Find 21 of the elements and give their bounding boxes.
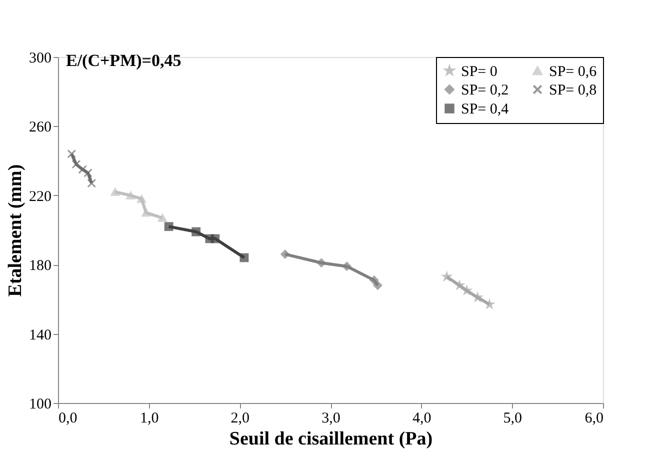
y-tick-label: 180 xyxy=(29,258,52,274)
x-tick-label: 3,0 xyxy=(322,410,340,426)
y-tick-label: 100 xyxy=(29,396,52,412)
x-tick-label: 1,0 xyxy=(140,410,159,426)
y-tick-label: 220 xyxy=(29,188,52,205)
x-tick-label: 2,0 xyxy=(230,410,250,426)
y-tick-label: 300 xyxy=(29,50,52,66)
y-axis-title: Etalement (mm) xyxy=(5,164,26,297)
x-tick-label: 0,0 xyxy=(58,410,78,426)
legend-label: SP= 0,2 xyxy=(461,82,509,98)
y-tick-label: 260 xyxy=(29,120,52,136)
y-tick-label: 140 xyxy=(29,327,52,344)
x-tick-label: 6,0 xyxy=(584,410,604,426)
chart-title: E/(C+PM)=0,45 xyxy=(66,51,182,70)
legend-label: SP= 0,4 xyxy=(461,102,510,118)
x-tick-label: 5,0 xyxy=(503,410,522,426)
legend-label: SP= 0,6 xyxy=(549,64,598,80)
x-axis-title: Seuil de cisaillement (Pa) xyxy=(229,428,433,450)
x-tick-label: 4,0 xyxy=(412,410,432,426)
legend-label: SP= 0,8 xyxy=(549,82,597,98)
legend-label: SP= 0 xyxy=(461,64,498,80)
